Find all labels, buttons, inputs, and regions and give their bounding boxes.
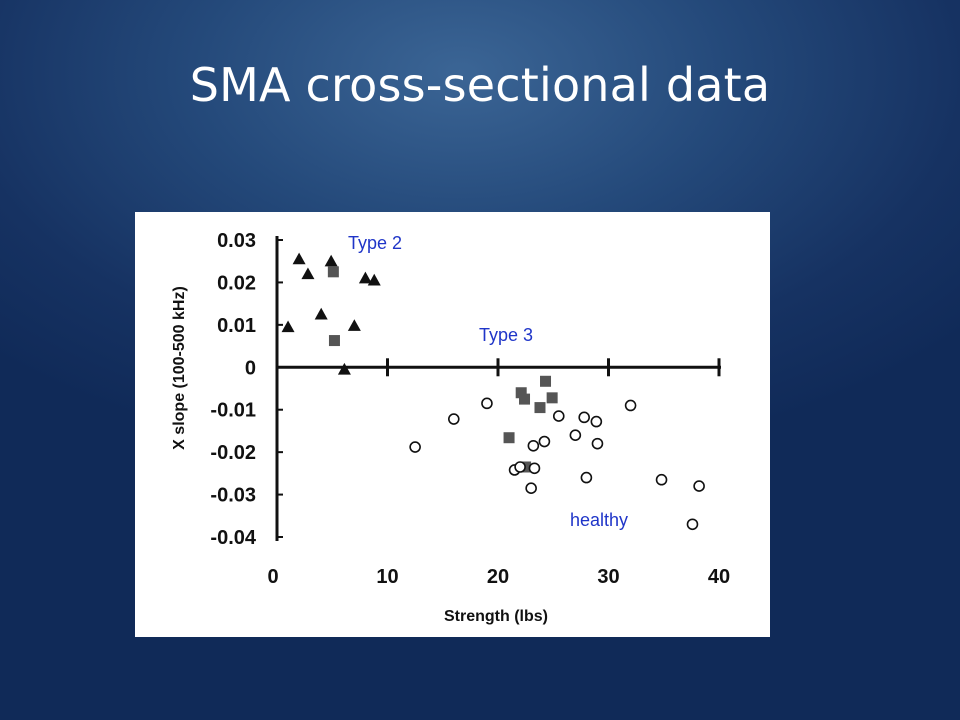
y-tick-label: 0.03 <box>217 230 256 252</box>
y-tick-label: -0.02 <box>210 442 256 464</box>
x-tick-label: 10 <box>376 566 398 588</box>
chart-panel: 0.03 0.02 0.01 0 -0.01 -0.02 -0.03 -0.04 0 10 20 3… <box>135 212 770 637</box>
triangle-point <box>314 307 328 320</box>
circle-point <box>528 462 541 475</box>
circle-point <box>590 415 603 428</box>
y-tick-label: -0.04 <box>210 527 256 549</box>
y-tick-label: 0.02 <box>217 272 256 294</box>
triangle-point <box>358 271 372 284</box>
square-point <box>546 392 558 404</box>
square-point <box>534 402 546 414</box>
circle-point <box>655 473 668 486</box>
x-tick-label: 30 <box>597 566 619 588</box>
circle-point <box>578 411 590 424</box>
y-tick-labels: 0.03 0.02 0.01 0 -0.01 -0.02 -0.03 -0.04 <box>210 230 256 549</box>
x-tick-labels: 0 10 20 30 40 <box>267 566 730 588</box>
y-tick-label: 0.01 <box>217 315 256 337</box>
slide-title: SMA cross-sectional data <box>189 58 771 112</box>
circle-point <box>447 413 460 425</box>
circle-point <box>409 441 421 453</box>
x-axis-label: Strength (lbs) <box>444 608 548 625</box>
x-tick-label: 40 <box>708 566 730 588</box>
circle-point <box>481 397 493 410</box>
circle-point <box>580 471 593 484</box>
annotation-healthy: healthy <box>570 510 628 530</box>
x-tick-label: 20 <box>487 566 509 588</box>
circle-point <box>525 482 537 495</box>
scatter-chart: 0.03 0.02 0.01 0 -0.01 -0.02 -0.03 -0.04 0 10 20 3… <box>171 230 730 625</box>
square-point <box>503 432 515 444</box>
annotation-type-3: Type 3 <box>479 325 533 345</box>
axes <box>275 236 721 541</box>
circle-point <box>569 429 582 441</box>
square-point <box>327 266 339 278</box>
triangle-point <box>347 319 361 331</box>
triangle-point <box>292 252 306 265</box>
y-tick-label: -0.03 <box>210 485 256 507</box>
circle-point <box>552 410 565 422</box>
triangle-point <box>324 254 338 267</box>
circle-point <box>591 437 604 450</box>
square-point <box>328 335 340 347</box>
triangle-point <box>281 320 295 333</box>
triangle-point <box>337 362 351 375</box>
annotation-type-2: Type 2 <box>348 233 402 253</box>
square-point <box>515 387 527 399</box>
x-tick-label: 0 <box>267 566 278 588</box>
triangle-point <box>301 267 315 280</box>
circle-point <box>686 518 699 531</box>
triangle-point <box>367 273 381 286</box>
square-point <box>540 375 552 387</box>
square-point <box>519 393 531 405</box>
y-tick-label: 0 <box>245 357 256 379</box>
circle-point <box>527 439 540 452</box>
circle-point <box>514 461 526 473</box>
y-tick-label: -0.01 <box>210 400 256 422</box>
circle-point <box>693 480 705 492</box>
circle-point <box>624 399 637 412</box>
y-axis-label: X slope (100-500 kHz) <box>171 286 188 450</box>
data-points <box>281 252 705 531</box>
circle-point <box>538 435 551 448</box>
